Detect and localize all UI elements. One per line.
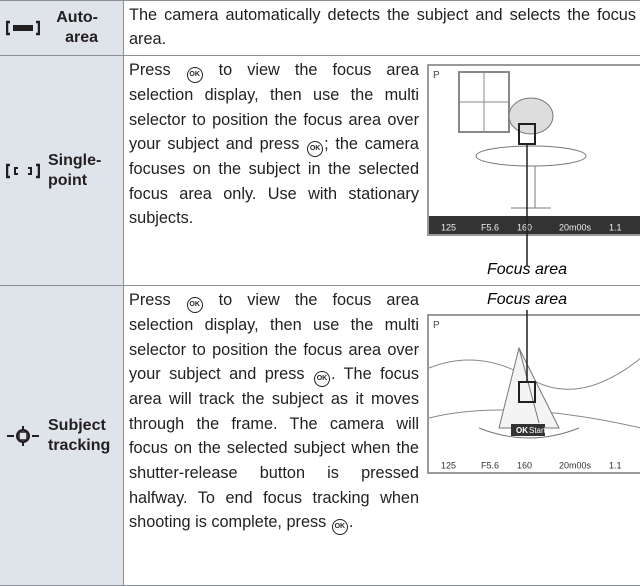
status-text: 1.1	[609, 222, 622, 232]
screen-illustration: P 125 F5.6 160 20m00s 1.1 Focus area	[419, 58, 640, 282]
button-label: Start	[529, 426, 547, 435]
label: Auto-area	[48, 8, 98, 48]
subject-tracking-icon	[6, 426, 40, 446]
auto-area-icon	[6, 20, 40, 36]
status-text: 125	[441, 222, 456, 232]
status-text: 1.1	[609, 460, 622, 470]
ok-button-icon: OK	[332, 519, 348, 535]
status-text: F5.6	[481, 222, 499, 232]
label-line: Single-	[48, 151, 101, 171]
single-point-icon	[6, 163, 40, 179]
table-row: Single-point Press OK to view the focus …	[0, 56, 640, 286]
label-line: point	[48, 171, 101, 191]
description-text: The camera automatically detects the sub…	[129, 6, 636, 48]
description-cell: Press OK to view the focus area selectio…	[124, 286, 640, 586]
status-text: 125	[441, 460, 456, 470]
label-cell: Auto-area	[0, 1, 124, 56]
status-text: 160	[517, 222, 532, 232]
description-text: .	[349, 513, 354, 531]
svg-text:P: P	[433, 320, 440, 331]
screen-illustration: Focus area P OK Start 125 F5.6 160 20m00s 1.…	[419, 288, 640, 488]
description-text: Press	[129, 291, 186, 309]
label-line: tracking	[48, 436, 110, 456]
caption: Focus area	[487, 291, 567, 308]
ok-button-icon: OK	[307, 141, 323, 157]
status-text: 160	[517, 460, 532, 470]
description: The camera automatically detects the sub…	[129, 3, 636, 51]
ok-button-icon: OK	[314, 371, 330, 387]
label-line: Subject	[48, 416, 110, 436]
caption: Focus area	[487, 261, 567, 278]
description-cell: Press OK to view the focus area selectio…	[124, 56, 640, 286]
description-cell: The camera automatically detects the sub…	[124, 1, 640, 56]
ok-button-icon: OK	[187, 297, 203, 313]
description: Press OK to view the focus area selectio…	[129, 288, 419, 535]
label-line: Auto-	[48, 8, 98, 28]
svg-text:P: P	[433, 70, 440, 81]
ok-button-icon: OK	[187, 67, 203, 83]
label-cell: Single-point	[0, 56, 124, 286]
status-text: F5.6	[481, 460, 499, 470]
label: Single-point	[48, 151, 101, 191]
description-text: Press	[129, 61, 186, 79]
status-text: 20m00s	[559, 222, 592, 232]
svg-text:OK: OK	[516, 426, 528, 435]
description-text: . The focus area will track the subject …	[129, 365, 419, 531]
description: Press OK to view the focus area selectio…	[129, 58, 419, 282]
table-row: Auto-area The camera automatically detec…	[0, 1, 640, 56]
label-line: area	[48, 28, 98, 48]
status-text: 20m00s	[559, 460, 592, 470]
